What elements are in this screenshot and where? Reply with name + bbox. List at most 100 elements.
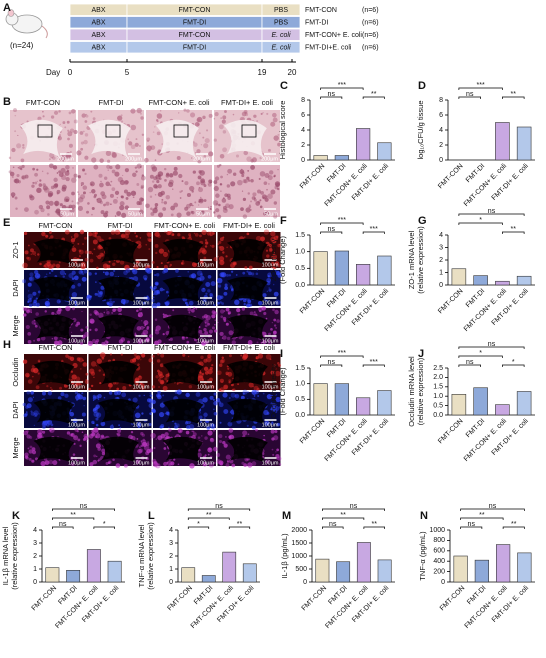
- micrograph-texture: [253, 385, 259, 391]
- micrograph-texture: [60, 392, 65, 397]
- micrograph-lumen: [226, 238, 268, 265]
- micrograph-texture: [196, 149, 201, 154]
- micrograph-texture: [54, 201, 59, 206]
- micrograph-texture: [25, 307, 30, 312]
- segment-label: FMT-CON: [179, 7, 211, 14]
- micrograph-texture: [100, 191, 106, 196]
- micrograph-texture: [84, 172, 87, 176]
- bar: [356, 128, 371, 161]
- y-tick-label: 6: [439, 112, 443, 119]
- micrograph-texture: [218, 240, 222, 244]
- micrograph-texture: [16, 173, 20, 178]
- micrograph-texture: [252, 192, 257, 197]
- micrograph-texture: [226, 173, 229, 176]
- micrograph-texture: [237, 179, 243, 186]
- micrograph-texture: [44, 310, 47, 313]
- micrograph-texture: [231, 340, 236, 345]
- micrograph-texture: [257, 395, 260, 397]
- significance-label: **: [206, 512, 212, 519]
- micrograph-texture: [266, 411, 270, 415]
- micrograph-texture: [143, 301, 146, 305]
- micrograph-texture: [163, 268, 169, 273]
- micrograph-texture: [134, 142, 139, 147]
- micrograph-texture: [47, 192, 53, 198]
- micrograph-texture: [128, 398, 131, 401]
- micrograph-texture: [246, 424, 249, 427]
- micrograph-texture: [247, 170, 250, 172]
- significance-bracket: [458, 213, 525, 216]
- bar: [356, 542, 371, 583]
- micrograph-texture: [213, 138, 217, 142]
- micrograph-texture: [88, 387, 92, 391]
- micrograph-texture: [61, 359, 64, 363]
- micrograph-texture: [110, 180, 113, 183]
- micrograph-texture: [251, 461, 257, 466]
- micrograph-texture: [66, 120, 70, 124]
- micrograph-texture: [83, 404, 85, 407]
- micrograph-texture: [64, 273, 67, 275]
- micrograph-texture: [102, 373, 106, 377]
- micrograph-texture: [156, 266, 159, 269]
- micrograph-texture: [64, 229, 70, 235]
- micrograph-texture: [123, 270, 128, 276]
- micrograph-texture: [12, 166, 15, 169]
- y-tick-label: 2: [301, 142, 305, 149]
- micrograph-texture: [63, 198, 68, 203]
- micrograph-texture: [79, 229, 85, 235]
- micrograph-texture: [198, 252, 200, 255]
- micrograph-texture: [72, 307, 75, 311]
- micrograph-texture: [221, 356, 225, 359]
- micrograph-texture: [100, 434, 105, 438]
- micrograph-lumen: [97, 436, 139, 463]
- micrograph-texture: [97, 290, 100, 293]
- micrograph-texture: [135, 459, 140, 464]
- micrograph-texture: [203, 327, 207, 332]
- y-tick-label: 8: [301, 97, 305, 104]
- micrograph-texture: [120, 114, 123, 117]
- micrograph-texture: [155, 251, 158, 255]
- micrograph-texture: [58, 300, 61, 303]
- micrograph-texture: [64, 393, 69, 398]
- micrograph-texture: [242, 392, 245, 395]
- mouse-icon: [5, 9, 48, 39]
- micrograph-texture: [203, 412, 208, 417]
- micrograph-texture: [164, 231, 167, 234]
- schedule-segment: [261, 3, 301, 16]
- significance-label: ***: [338, 217, 346, 224]
- micrograph-texture: [230, 263, 236, 268]
- micrograph-texture: [36, 337, 41, 342]
- micrograph-texture: [82, 362, 88, 367]
- y-tick-label: 8: [439, 97, 443, 104]
- micrograph-texture: [232, 172, 237, 176]
- y-tick-label: 1.5: [433, 384, 443, 391]
- y-tick-label: 1500: [291, 540, 307, 547]
- micrograph-texture: [154, 231, 160, 237]
- micrograph-texture: [51, 269, 54, 273]
- significance-label: ***: [338, 82, 346, 89]
- micrograph-texture: [78, 249, 82, 253]
- micrograph-texture: [152, 296, 155, 299]
- micrograph-texture: [192, 430, 195, 433]
- micrograph-texture: [217, 243, 219, 245]
- micrograph-texture: [78, 357, 84, 363]
- micrograph-texture: [132, 276, 139, 282]
- micrograph-texture: [87, 340, 93, 346]
- micrograph-texture: [82, 243, 84, 245]
- micrograph-texture: [170, 230, 173, 234]
- micrograph-texture: [140, 175, 146, 181]
- micrograph-texture: [166, 172, 170, 176]
- micrograph-texture: [203, 366, 209, 371]
- micrograph-texture: [210, 423, 216, 429]
- micrograph-texture: [217, 301, 220, 305]
- bar: [473, 387, 488, 416]
- micrograph-texture: [142, 329, 149, 336]
- micrograph-texture: [177, 463, 180, 466]
- micrograph-texture: [186, 192, 192, 198]
- micrograph-texture: [102, 263, 109, 269]
- micrograph-texture: [37, 253, 40, 256]
- micrograph-texture: [160, 262, 163, 265]
- micrograph-texture: [27, 379, 33, 384]
- micrograph-texture: [96, 235, 102, 241]
- micrograph-texture: [139, 446, 141, 448]
- micrograph-texture: [69, 356, 75, 361]
